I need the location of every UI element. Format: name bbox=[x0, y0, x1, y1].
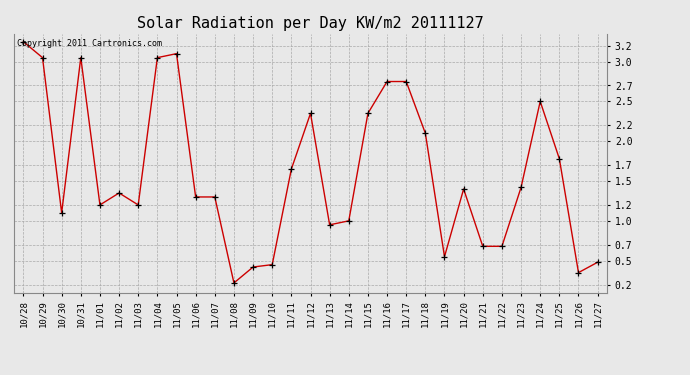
Title: Solar Radiation per Day KW/m2 20111127: Solar Radiation per Day KW/m2 20111127 bbox=[137, 16, 484, 31]
Text: Copyright 2011 Cartronics.com: Copyright 2011 Cartronics.com bbox=[17, 39, 161, 48]
